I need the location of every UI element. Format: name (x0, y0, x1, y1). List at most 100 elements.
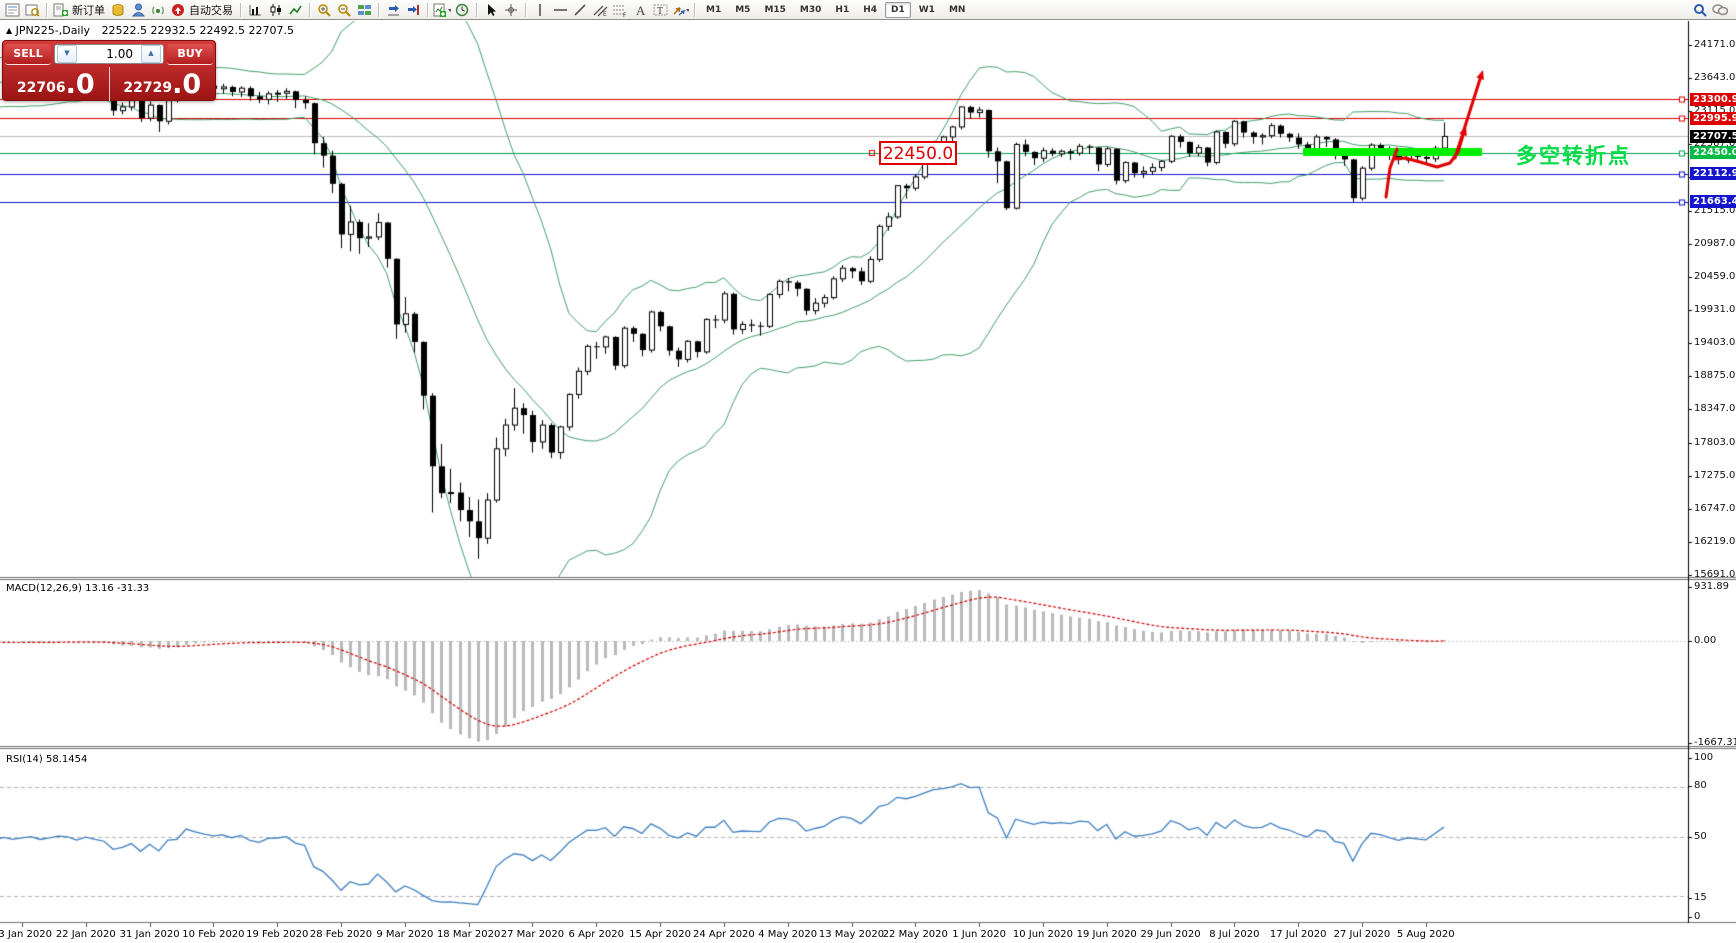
chart-window-icon[interactable] (3, 2, 21, 18)
timeframe-bar: M1 M5 M15 M30 H1 H4 D1 W1 MN (699, 1, 972, 18)
volume-stepper: ▼ 1.00 ▲ (54, 44, 164, 64)
buy-price-main: 22729 (123, 80, 173, 96)
tile-windows-icon[interactable] (355, 2, 373, 18)
symbol-name: JPN225-,Daily (15, 24, 91, 37)
rsi-axis-tick: 0 (1694, 911, 1701, 922)
timeframe-button-d1[interactable]: D1 (885, 1, 911, 18)
date-axis-label: 19 Jun 2020 (1076, 929, 1137, 940)
text-label-icon[interactable]: T (651, 2, 669, 18)
date-axis-label: 1 Jun 2020 (952, 929, 1007, 940)
price-axis-tick: 24171.0 (1694, 39, 1736, 50)
symbol-collapse-icon[interactable]: ▲ (6, 26, 13, 35)
price-axis-tick: 15691.0 (1694, 569, 1736, 580)
toolbar-separator (525, 2, 526, 17)
macd-axis-tick: -1667.31 (1694, 737, 1736, 748)
buy-price-pips: .0 (172, 69, 202, 100)
trendline-icon[interactable] (571, 2, 589, 18)
sell-button[interactable]: SELL (5, 43, 51, 65)
price-axis-tick: 23115.0 (1694, 105, 1736, 116)
volume-value[interactable]: 1.00 (106, 47, 133, 61)
price-axis-tick: 22587.0 (1694, 138, 1736, 149)
auto-scroll-icon[interactable] (384, 2, 402, 18)
toolbar-separator (46, 2, 47, 17)
price-axis-tick: 16747.0 (1694, 503, 1736, 514)
fibonacci-icon[interactable]: F (611, 2, 629, 18)
price-level-badge: 23300.9 (1690, 92, 1736, 106)
new-chart-dropdown-icon[interactable] (433, 2, 451, 18)
community-icon[interactable] (129, 2, 147, 18)
arrows-dropdown-icon[interactable] (671, 2, 689, 18)
date-axis-label: 24 Apr 2020 (692, 929, 755, 940)
channel-icon[interactable]: E (591, 2, 609, 18)
macd-axis-tick: 931.89 (1694, 581, 1729, 592)
bar-chart-icon[interactable] (246, 2, 264, 18)
toolbar-separator (694, 2, 695, 17)
buy-price[interactable]: 22729 .0 (110, 67, 216, 101)
auto-trading-icon[interactable] (169, 2, 187, 18)
cursor-icon[interactable] (482, 2, 500, 18)
auto-trading-label[interactable]: 自动交易 (189, 3, 233, 17)
timeframe-button-mn[interactable]: MN (948, 4, 966, 15)
price-axis-tick: 17803.0 (1694, 437, 1736, 448)
price-axis-tick: 20459.0 (1694, 271, 1736, 282)
search-icon[interactable] (1691, 2, 1709, 18)
chat-icon[interactable] (1711, 2, 1729, 18)
timeframe-button-h1[interactable]: H1 (835, 4, 850, 15)
price-axis-tick: 18875.0 (1694, 370, 1736, 381)
timeframe-button-w1[interactable]: W1 (918, 4, 935, 15)
date-axis-label: 22 May 2020 (882, 929, 948, 940)
price-axis-tick: 23643.0 (1694, 72, 1736, 83)
timeframe-button-m1[interactable]: M1 (706, 4, 722, 15)
svg-text:A: A (636, 3, 646, 17)
rsi-axis-tick: 15 (1694, 892, 1707, 903)
line-chart-icon[interactable] (286, 2, 304, 18)
toolbar-separator (427, 2, 428, 17)
date-axis-label: 13 May 2020 (818, 929, 885, 940)
buy-button[interactable]: BUY (167, 43, 213, 65)
zoom-out-icon[interactable] (335, 2, 353, 18)
toolbar-separator (309, 2, 310, 17)
price-level-badge: 22450.0 (1690, 146, 1736, 160)
vertical-line-icon[interactable] (531, 2, 549, 18)
price-axis-tick: 18347.0 (1694, 403, 1736, 414)
volume-decrease-button[interactable]: ▼ (57, 45, 77, 63)
chart-shift-icon[interactable] (404, 2, 422, 18)
timeframe-button-m15[interactable]: M15 (764, 4, 786, 15)
date-axis-label: 13 Jan 2020 (0, 929, 52, 940)
price-axis-tick: 19403.0 (1694, 337, 1736, 348)
date-axis-label: 5 Aug 2020 (1396, 929, 1455, 940)
text-icon[interactable]: A (631, 2, 649, 18)
crosshair-icon[interactable] (502, 2, 520, 18)
rsi-label: RSI(14) 58.1454 (6, 754, 88, 765)
turning-point-note[interactable]: 多空转折点 (1516, 144, 1631, 168)
volume-increase-button[interactable]: ▲ (141, 45, 161, 63)
date-axis-label: 10 Jun 2020 (1012, 929, 1073, 940)
price-level-badge: 22707.5 (1690, 129, 1736, 143)
zoom-in-icon[interactable] (315, 2, 333, 18)
price-level-badge: 21663.4 (1690, 195, 1736, 209)
price-axis-tick: 16219.0 (1694, 536, 1736, 547)
date-axis-label: 4 May 2020 (758, 929, 818, 940)
horizontal-line-icon[interactable] (551, 2, 569, 18)
sell-price-main: 22706 (16, 80, 66, 96)
date-axis-label: 18 Mar 2020 (436, 929, 501, 940)
toolbar: 新订单 自动交易 E F A T M1 M5 M15 M30 H1 H4 D1 W1 MN (0, 0, 1736, 20)
timeframe-button-m5[interactable]: M5 (735, 4, 751, 15)
sell-price[interactable]: 22706 .0 (3, 67, 110, 101)
candlestick-chart-icon[interactable] (266, 2, 284, 18)
timeframe-button-h4[interactable]: H4 (863, 4, 877, 15)
price-level-annotation[interactable]: 22450.0 (879, 141, 957, 165)
toolbar-separator (476, 2, 477, 17)
price-axis-tick: 19931.0 (1694, 304, 1736, 315)
signals-icon[interactable] (149, 2, 167, 18)
clock-icon[interactable] (453, 2, 471, 18)
rsi-axis-tick: 80 (1694, 780, 1707, 791)
data-window-icon[interactable] (23, 2, 41, 18)
timeframe-button-m30[interactable]: M30 (799, 4, 822, 15)
rsi-axis-tick: 100 (1694, 752, 1714, 763)
history-center-icon[interactable] (109, 2, 127, 18)
new-order-label[interactable]: 新订单 (72, 3, 105, 17)
svg-text:F: F (623, 12, 627, 17)
new-order-icon[interactable] (52, 2, 70, 18)
